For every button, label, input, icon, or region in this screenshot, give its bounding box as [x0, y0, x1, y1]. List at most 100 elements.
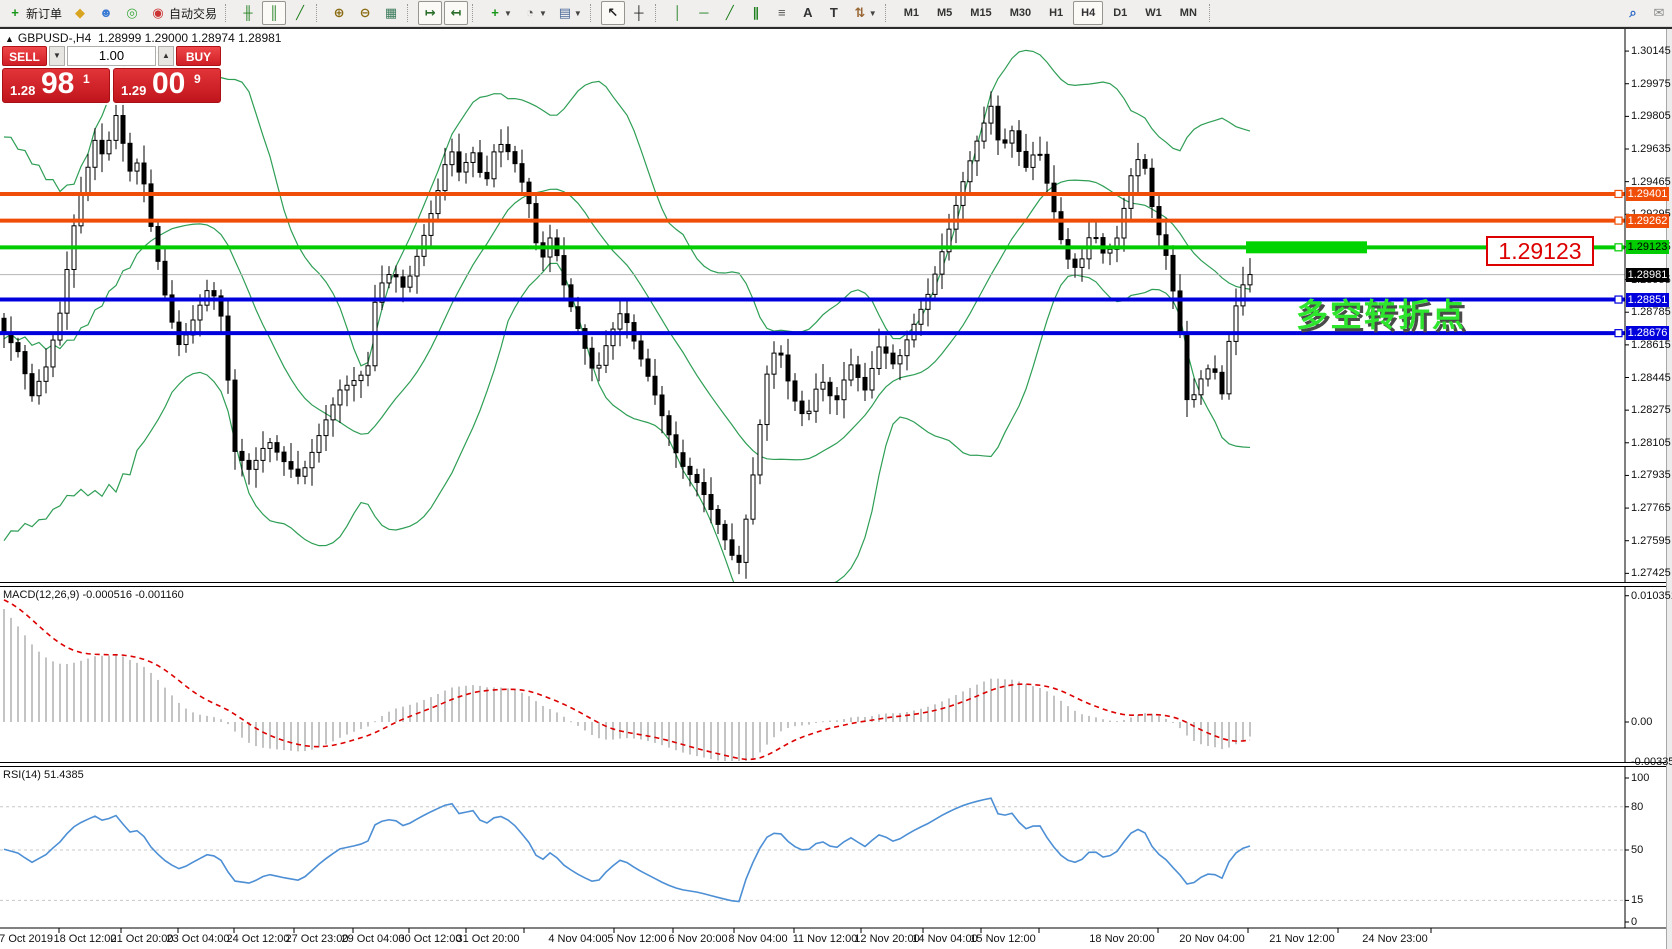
- dropdown-arrow-icon[interactable]: ▼: [573, 8, 582, 18]
- macd-bar: [654, 722, 656, 743]
- line-chart-button[interactable]: ╱: [288, 1, 312, 25]
- tf-h4-button[interactable]: H4: [1073, 1, 1104, 25]
- tf-d1-button[interactable]: D1: [1105, 1, 1135, 25]
- highlight-rectangle[interactable]: [1246, 241, 1367, 254]
- candle-body: [1114, 237, 1120, 250]
- tf-w1-button[interactable]: W1: [1137, 1, 1170, 25]
- sell-price-button[interactable]: 1.28 98 1: [2, 67, 110, 103]
- tf-mn-button[interactable]: MN: [1172, 1, 1205, 25]
- tf-m5-button[interactable]: M5: [929, 1, 960, 25]
- macd-bar: [752, 722, 754, 759]
- candle-body: [36, 380, 42, 397]
- macd-bar: [843, 719, 845, 722]
- line-anchor-square[interactable]: [1614, 295, 1623, 304]
- price-tick-label: 1.27765: [1631, 502, 1671, 515]
- signals-button[interactable]: ◎: [120, 1, 144, 25]
- pane-separator-main-macd[interactable]: [0, 582, 1666, 587]
- text-label-button[interactable]: T: [822, 1, 846, 25]
- price-tick-label: 1.28615: [1631, 338, 1671, 351]
- zoom-in-button[interactable]: ⊕: [327, 1, 351, 25]
- price-callout-box[interactable]: 1.29123: [1486, 236, 1594, 266]
- chat-button[interactable]: ✉: [1647, 1, 1671, 25]
- tf-mn-button-label: MN: [1179, 7, 1197, 19]
- horizontal-line-button[interactable]: ─: [692, 1, 716, 25]
- new-order-button[interactable]: + 新订单: [3, 1, 66, 25]
- macd-bar: [1130, 717, 1132, 722]
- macd-bar: [402, 706, 404, 722]
- styler-button[interactable]: ◆: [68, 1, 92, 25]
- community-button[interactable]: ☻: [94, 1, 118, 25]
- macd-bar: [962, 691, 964, 722]
- pane-separator-macd-rsi[interactable]: [0, 762, 1666, 767]
- candle-body: [1142, 159, 1148, 169]
- candle-body: [582, 328, 588, 349]
- tf-m15-button-label: M15: [970, 7, 992, 19]
- sell-price-big: 98: [41, 67, 75, 100]
- line-anchor-square[interactable]: [1614, 189, 1623, 199]
- vertical-line-button[interactable]: │: [666, 1, 690, 25]
- candle-body: [1149, 167, 1155, 208]
- candle-body: [519, 163, 525, 183]
- time-axis-label: 11 Nov 12:00: [792, 933, 858, 945]
- tf-m30-button[interactable]: M30: [1002, 1, 1039, 25]
- candle-body: [498, 143, 504, 153]
- tile-windows-button[interactable]: ▦: [379, 1, 403, 25]
- time-axis-label: 4 Nov 04:00: [548, 933, 608, 945]
- fibonacci-button[interactable]: ≡: [770, 1, 794, 25]
- macd-bar: [1074, 710, 1076, 722]
- cursor-button[interactable]: ↖: [600, 1, 625, 25]
- macd-bar: [682, 722, 684, 753]
- templates-button[interactable]: ▤ ▼: [553, 1, 586, 25]
- tf-m1-button[interactable]: M1: [896, 1, 927, 25]
- macd-bar: [920, 708, 922, 722]
- macd-bar: [857, 716, 859, 722]
- tf-m15-button[interactable]: M15: [962, 1, 999, 25]
- buy-button[interactable]: BUY: [176, 46, 221, 66]
- indicators-button[interactable]: + ▼: [483, 1, 516, 25]
- zoom-out-button[interactable]: ⊖: [353, 1, 377, 25]
- channel-icon: ∥: [752, 5, 760, 20]
- channel-button[interactable]: ∥: [744, 1, 768, 25]
- volume-down-button[interactable]: ▼: [49, 46, 65, 66]
- buy-price-button[interactable]: 1.29 00 9: [113, 67, 221, 103]
- dropdown-arrow-icon[interactable]: ▼: [538, 8, 547, 18]
- buy-price-small: 1.29: [121, 83, 147, 98]
- line-anchor-square[interactable]: [1614, 216, 1623, 225]
- sell-button[interactable]: SELL: [2, 46, 47, 66]
- macd-bar: [1137, 714, 1139, 722]
- candle-body: [1107, 248, 1113, 254]
- crosshair-button[interactable]: ┼: [627, 1, 651, 25]
- line-anchor-square[interactable]: [1614, 243, 1623, 252]
- macd-bar: [528, 696, 530, 722]
- arrows-button[interactable]: ⇅ ▼: [848, 1, 881, 25]
- candle-body: [848, 364, 854, 381]
- volume-up-button[interactable]: ▲: [158, 46, 174, 66]
- candle-body: [183, 334, 189, 346]
- macd-bar: [1011, 679, 1013, 722]
- candle-body: [253, 459, 259, 470]
- periods-button[interactable]: ◔ ▼: [518, 1, 551, 25]
- dropdown-arrow-icon[interactable]: ▼: [868, 8, 877, 18]
- volume-input[interactable]: 1.00: [67, 46, 156, 66]
- dropdown-arrow-icon[interactable]: ▼: [504, 8, 512, 18]
- text-button[interactable]: A: [796, 1, 820, 25]
- bar-chart-button[interactable]: ╫: [236, 1, 260, 25]
- candle-chart-button[interactable]: ║: [262, 1, 287, 25]
- tf-h1-button[interactable]: H1: [1041, 1, 1071, 25]
- macd-bar: [318, 722, 320, 748]
- candle-body: [92, 139, 98, 168]
- macd-bar: [283, 722, 285, 751]
- auto-trading-button[interactable]: ◉ 自动交易: [146, 1, 221, 25]
- tf-m1-button-label: M1: [903, 7, 919, 19]
- line-anchor-square[interactable]: [1614, 329, 1623, 338]
- candle-body: [946, 228, 952, 253]
- macd-bar: [388, 711, 390, 722]
- tf-m5-button-label: M5: [937, 7, 953, 19]
- collapse-panel-icon[interactable]: ▲: [5, 34, 14, 44]
- candle-body: [1002, 139, 1008, 144]
- macd-bar: [136, 662, 138, 722]
- trendline-button[interactable]: ╱: [718, 1, 742, 25]
- search-button[interactable]: ⌕: [1621, 1, 1645, 25]
- chart-shift-button[interactable]: ↤: [444, 1, 469, 25]
- auto-scroll-button[interactable]: ↦: [418, 1, 443, 25]
